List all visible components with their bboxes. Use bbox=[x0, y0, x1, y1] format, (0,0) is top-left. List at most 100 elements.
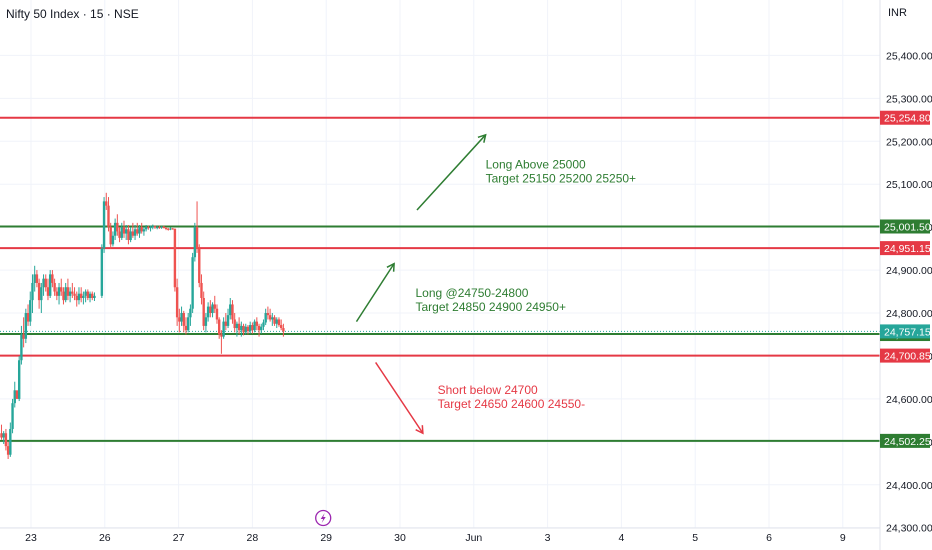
candle-body bbox=[240, 325, 243, 331]
candle-body bbox=[71, 291, 74, 294]
candle-body bbox=[200, 282, 203, 298]
candle-body bbox=[75, 295, 78, 301]
candle-body bbox=[158, 227, 161, 229]
candle-body bbox=[91, 293, 94, 298]
price-tag-resistance-25254-bg bbox=[880, 110, 930, 125]
candle-body bbox=[29, 300, 32, 322]
candle-body bbox=[86, 291, 90, 298]
candle-body bbox=[195, 227, 199, 249]
x-tick-label: 9 bbox=[840, 532, 846, 544]
y-tick-label: 24,900.00 bbox=[886, 265, 932, 277]
candle-body bbox=[206, 306, 210, 318]
candle-body bbox=[125, 229, 128, 234]
candle-body bbox=[224, 321, 228, 326]
x-tick-label: 29 bbox=[320, 532, 332, 544]
candle-body bbox=[77, 293, 81, 301]
x-tick-label: 28 bbox=[247, 532, 259, 544]
candle-body bbox=[122, 227, 126, 234]
candle-body bbox=[13, 390, 16, 404]
x-tick-label: 6 bbox=[766, 532, 772, 544]
candle-body bbox=[133, 229, 137, 236]
candle-body bbox=[262, 322, 265, 327]
candle-body bbox=[93, 295, 96, 298]
price-tag-short-below-24700-text: 24,700.85 bbox=[884, 351, 931, 363]
candle-body bbox=[107, 205, 110, 228]
candle-body bbox=[220, 334, 223, 337]
candle-body bbox=[275, 319, 278, 324]
candle-body bbox=[88, 293, 92, 298]
y-tick-label: 25,100.00 bbox=[886, 179, 932, 191]
candle-body bbox=[255, 321, 259, 326]
candle-body bbox=[246, 326, 250, 332]
candle-body bbox=[46, 287, 50, 296]
candle-body bbox=[160, 226, 163, 228]
candle-body bbox=[53, 282, 56, 292]
x-tick-label: 4 bbox=[618, 532, 624, 544]
annotation-line2-2: Target 24850 24900 24950+ bbox=[415, 300, 565, 314]
candle-body bbox=[35, 274, 39, 283]
candle-body bbox=[33, 274, 36, 283]
candle-body bbox=[147, 227, 150, 229]
candle-body bbox=[57, 287, 61, 296]
candle-body bbox=[149, 227, 152, 229]
annotation-arrow-2 bbox=[355, 262, 395, 323]
candle-body bbox=[233, 319, 236, 329]
candle-body bbox=[9, 428, 12, 455]
candle-body bbox=[204, 317, 208, 326]
candle-body bbox=[217, 319, 221, 335]
candle-body bbox=[84, 291, 87, 296]
x-tick-label: 5 bbox=[692, 532, 698, 544]
x-tick-label: 27 bbox=[173, 532, 185, 544]
lightning-icon[interactable] bbox=[315, 509, 332, 527]
price-tag-resistance-25254-text: 25,254.80 bbox=[884, 113, 931, 125]
candle-body bbox=[48, 274, 52, 296]
candle-body bbox=[209, 306, 212, 314]
candle-body bbox=[79, 293, 83, 298]
price-tag-long-zone-24751-text: 24,751.05 bbox=[884, 329, 931, 341]
candle-body bbox=[229, 304, 232, 316]
y-tick-label: 24,400.00 bbox=[886, 480, 932, 492]
price-tag-long-zone-24751-bg bbox=[880, 327, 930, 342]
candle-body bbox=[193, 227, 197, 258]
y-tick-label: 25,000.00 bbox=[886, 222, 932, 234]
x-tick-label: Jun bbox=[465, 532, 482, 544]
candle-body bbox=[260, 326, 263, 331]
currency-label: INR bbox=[888, 7, 907, 19]
candle-body bbox=[184, 325, 188, 331]
candle-body bbox=[155, 227, 159, 229]
y-tick-label: 24,800.00 bbox=[886, 308, 932, 320]
price-tag-long-above-25001-text: 25,001.50 bbox=[884, 221, 931, 233]
candle-body bbox=[62, 291, 65, 301]
candle-body bbox=[20, 334, 23, 361]
candle-body bbox=[113, 222, 117, 236]
candle-body bbox=[64, 287, 67, 301]
candle-body bbox=[226, 315, 230, 326]
candle-body bbox=[215, 308, 219, 320]
candle-body bbox=[120, 227, 123, 238]
candle-body bbox=[127, 229, 130, 241]
candle-body bbox=[167, 228, 170, 230]
candle-body bbox=[248, 325, 252, 332]
candle-body bbox=[31, 282, 34, 301]
candle-body bbox=[142, 229, 146, 232]
candle-body bbox=[180, 313, 183, 322]
candle-body bbox=[282, 328, 285, 332]
candle-body bbox=[0, 433, 3, 438]
candle-body bbox=[186, 317, 190, 331]
candle-body bbox=[253, 321, 256, 331]
candle-body bbox=[140, 227, 143, 232]
candle-body bbox=[116, 222, 119, 232]
candle-body bbox=[26, 313, 30, 322]
annotation-arrow-1 bbox=[416, 133, 487, 211]
chart-title: Nifty 50 Index · 15 · NSE bbox=[6, 7, 139, 21]
x-tick-label: 30 bbox=[394, 532, 406, 544]
x-tick-label: 3 bbox=[545, 532, 551, 544]
y-tick-label: 24,600.00 bbox=[886, 394, 932, 406]
candle-body bbox=[237, 323, 241, 331]
y-tick-label: 24,500.00 bbox=[886, 437, 932, 449]
candle-body bbox=[169, 228, 172, 230]
candle-body bbox=[60, 287, 63, 292]
